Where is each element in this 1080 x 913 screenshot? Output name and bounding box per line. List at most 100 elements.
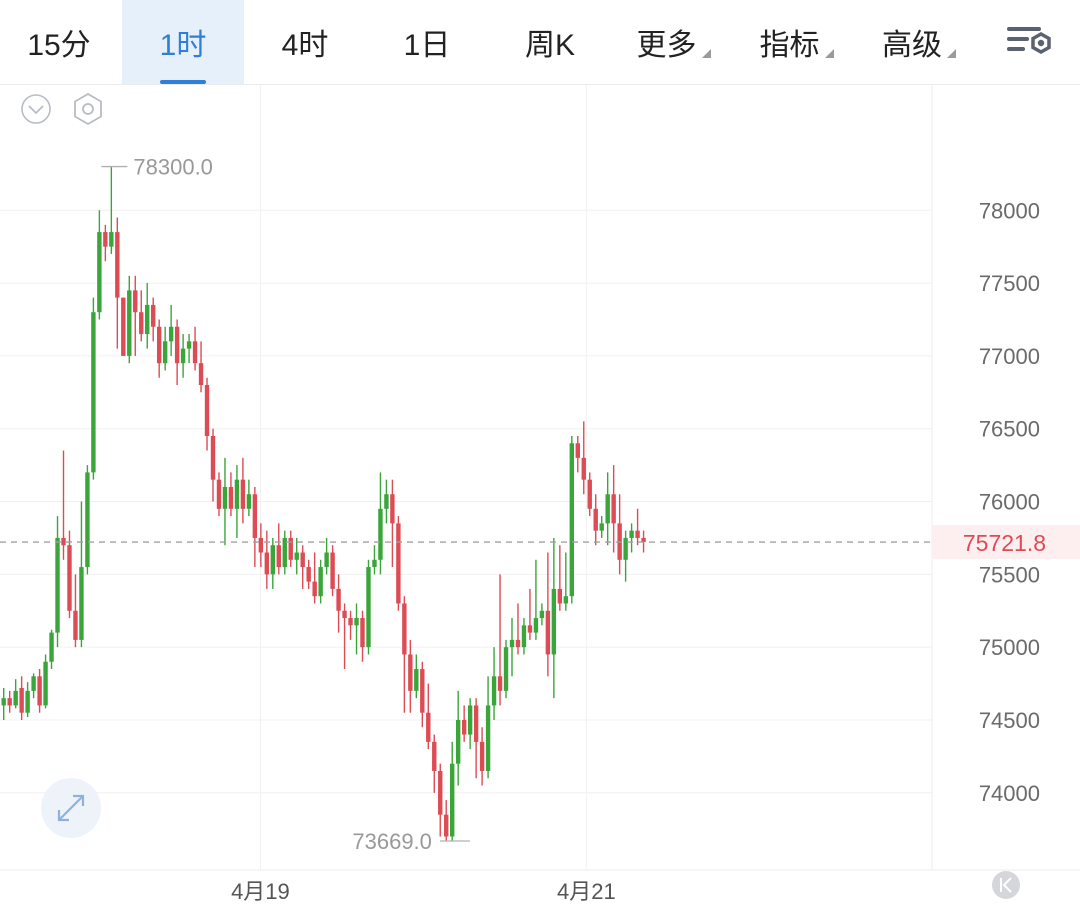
low-marker-label: 73669.0	[352, 829, 432, 854]
candle-body	[168, 326, 174, 342]
candle-body	[67, 545, 72, 611]
candle-body	[270, 545, 275, 575]
candle-body	[503, 647, 509, 691]
candle-body	[115, 232, 120, 298]
candle-body	[186, 341, 192, 349]
tab-6[interactable]: 指标	[735, 0, 858, 84]
skip-to-start-icon[interactable]	[992, 871, 1020, 899]
hexagon-settings-icon[interactable]	[74, 92, 102, 126]
candle-body	[551, 588, 557, 655]
candle-body	[234, 479, 240, 509]
dropdown-triangle-icon	[947, 48, 956, 58]
candle-body	[55, 537, 60, 633]
tab-1[interactable]: 1时	[122, 0, 244, 84]
candle-body	[240, 479, 246, 509]
candle-body	[599, 523, 604, 531]
candle-body	[485, 705, 491, 771]
candle-body	[641, 537, 646, 543]
candle-body	[348, 618, 353, 626]
candle-body	[210, 435, 216, 480]
y-tick-label: 76000	[979, 490, 1040, 515]
candle-body	[258, 537, 264, 553]
candle-body	[569, 443, 574, 597]
candle-body	[97, 232, 102, 313]
tab-3[interactable]: 1日	[366, 0, 488, 84]
tab-2[interactable]: 4时	[244, 0, 366, 84]
candle-body	[216, 479, 222, 509]
candle-body	[521, 625, 527, 648]
candle-body	[121, 297, 126, 356]
candle-body	[533, 618, 539, 633]
chart-settings-icon[interactable]	[1003, 18, 1055, 64]
candle-body	[180, 348, 186, 364]
tab-4[interactable]: 周K	[488, 0, 612, 84]
candle-body	[246, 494, 252, 509]
candle-body	[372, 559, 377, 568]
candlestick-chart[interactable]: 78000 77500 77000 76500 76000 75500 75000 74500…	[0, 85, 1080, 913]
candle-body	[103, 232, 108, 247]
candle-body	[156, 326, 162, 364]
y-tick-label: 74000	[979, 781, 1040, 806]
candle-body	[324, 552, 329, 568]
tab-label: 更多	[636, 29, 697, 62]
candle-body	[497, 676, 503, 691]
candle-body	[396, 523, 401, 604]
y-tick-label: 75500	[979, 562, 1040, 587]
candle-body	[408, 654, 413, 691]
tab-label: 1时	[159, 29, 207, 62]
tab-5[interactable]: 更多	[612, 0, 735, 84]
expand-arrows-icon[interactable]	[41, 778, 101, 838]
candle-body	[85, 472, 90, 568]
candle-body	[438, 770, 443, 815]
candle-body	[61, 537, 66, 546]
candle-body	[1, 698, 6, 706]
candle-body	[336, 588, 341, 611]
candle-body	[539, 610, 545, 619]
candle-body	[420, 669, 425, 713]
candle-body	[49, 632, 54, 662]
candle-body	[444, 814, 449, 837]
tab-label: 指标	[759, 29, 820, 62]
candle-body	[133, 290, 138, 313]
tab-0[interactable]: 15分	[0, 0, 118, 84]
candle-body	[479, 741, 485, 771]
candle-body	[288, 537, 293, 560]
candle-body	[145, 304, 150, 335]
candle-body	[162, 341, 168, 364]
candle-body	[31, 676, 36, 691]
candle-body	[515, 639, 521, 648]
candle-body	[467, 705, 473, 735]
candle-body	[228, 486, 234, 509]
candle-body	[461, 719, 467, 735]
chevron-down-circle-icon[interactable]	[21, 94, 51, 124]
candle-body	[473, 705, 479, 742]
candle-body	[342, 610, 347, 619]
candle-body	[360, 618, 365, 648]
candle-body	[557, 588, 563, 604]
tab-label: 15分	[27, 29, 91, 62]
tab-7[interactable]: 高级	[858, 0, 980, 84]
candle-body	[294, 552, 299, 560]
candle-body	[13, 690, 18, 706]
x-tick-label: 4月21	[557, 879, 616, 904]
y-tick-label: 77500	[979, 271, 1040, 296]
candle-body	[527, 625, 533, 633]
candle-body	[390, 494, 395, 524]
candle-body	[455, 719, 461, 764]
dropdown-triangle-icon	[824, 48, 834, 58]
candle-body	[109, 232, 114, 247]
y-tick-label: 74500	[979, 708, 1040, 733]
chart-canvas[interactable]: 78000 77500 77000 76500 76000 75500 75000 74500…	[0, 85, 1080, 913]
candle-body	[629, 530, 634, 538]
candle-body	[252, 494, 258, 538]
tab-label: 4时	[281, 29, 329, 62]
candle-body	[593, 508, 598, 531]
candle-body	[222, 486, 228, 509]
high-marker-label: 78300.0	[133, 155, 213, 180]
candle-body	[306, 567, 311, 582]
candle-body	[204, 385, 210, 436]
candle-body	[312, 581, 317, 597]
candle-body	[491, 676, 497, 706]
candle-body	[509, 639, 515, 648]
y-tick-label: 75000	[979, 635, 1040, 660]
